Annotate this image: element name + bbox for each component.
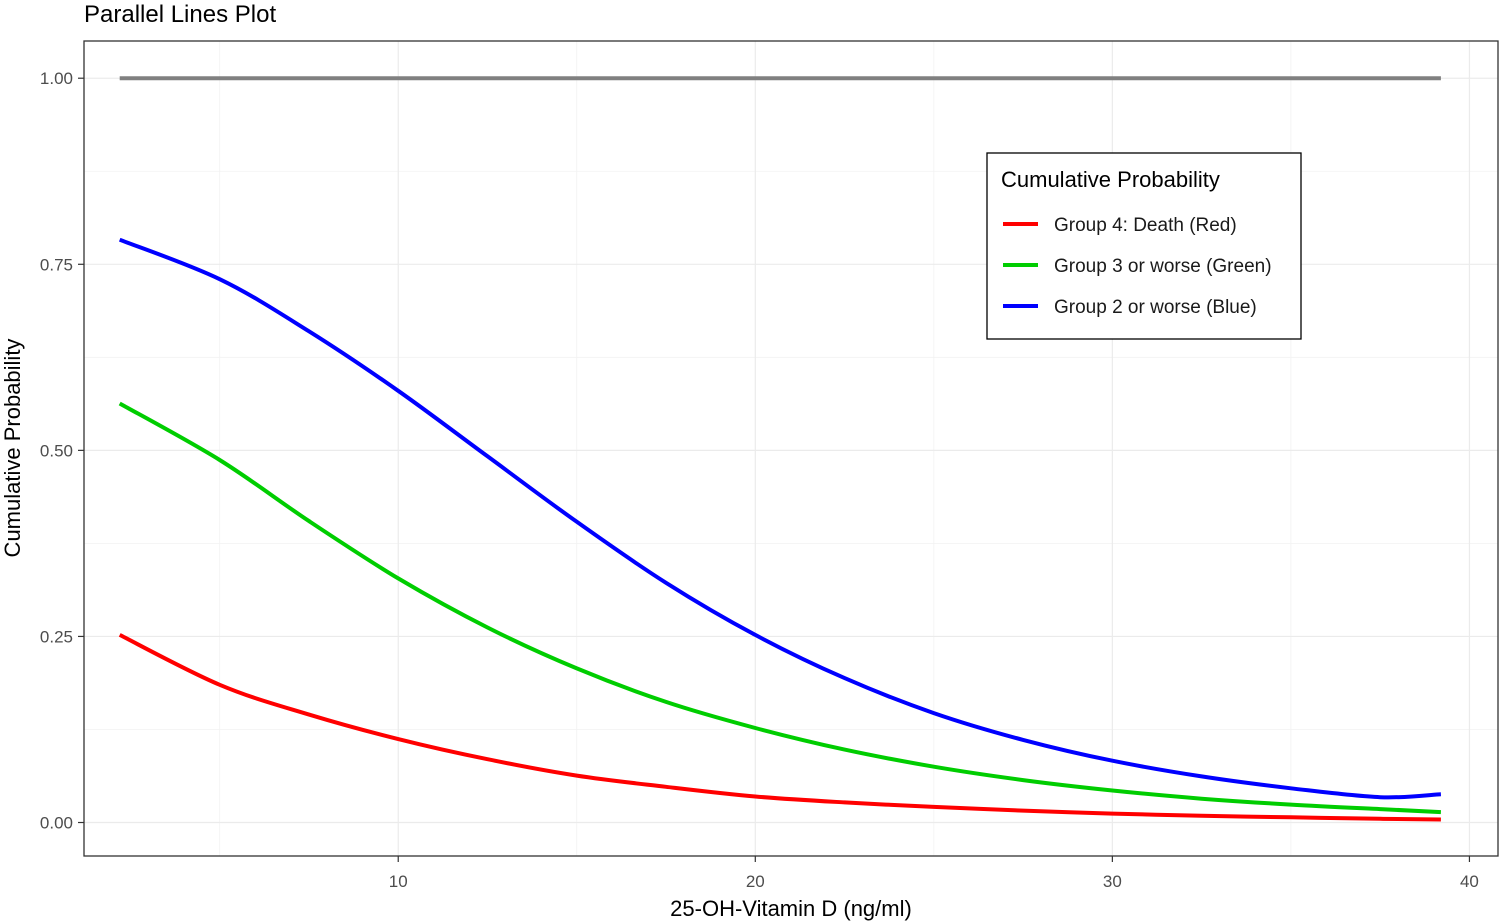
legend-label: Group 2 or worse (Blue)	[1054, 297, 1257, 318]
x-tick-label: 10	[389, 872, 408, 891]
legend-label: Group 3 or worse (Green)	[1054, 256, 1272, 277]
y-tick-label: 1.00	[40, 69, 73, 88]
y-tick-label: 0.75	[40, 255, 73, 274]
y-tick-label: 0.00	[40, 814, 73, 833]
legend-title: Cumulative Probability	[1001, 167, 1220, 192]
legend-label: Group 4: Death (Red)	[1054, 215, 1237, 236]
tick-layer: 10 20 30 40 0.00 0.25 0.50 0.75 1.00	[40, 69, 1479, 891]
panel-border	[83, 40, 1499, 857]
y-tick-label: 0.25	[40, 627, 73, 646]
y-axis-title: Cumulative Probability	[0, 339, 25, 558]
legend-items: Group 4: Death (Red) Group 3 or worse (Gr…	[1003, 215, 1272, 318]
x-tick-label: 40	[1460, 872, 1479, 891]
legend-box	[986, 152, 1302, 340]
x-tick-label: 20	[746, 872, 765, 891]
series-line-1	[118, 633, 1441, 822]
x-tick-label: 30	[1103, 872, 1122, 891]
legend: Cumulative Probability Group 4: Death (R…	[986, 152, 1302, 340]
series-line-3	[118, 237, 1442, 800]
x-axis-title: 25-OH-Vitamin D (ng/ml)	[670, 896, 912, 921]
series-layer	[118, 76, 1442, 822]
series-line-2	[118, 401, 1441, 815]
plot-title: Parallel Lines Plot	[84, 1, 276, 28]
y-tick-label: 0.50	[40, 441, 73, 460]
